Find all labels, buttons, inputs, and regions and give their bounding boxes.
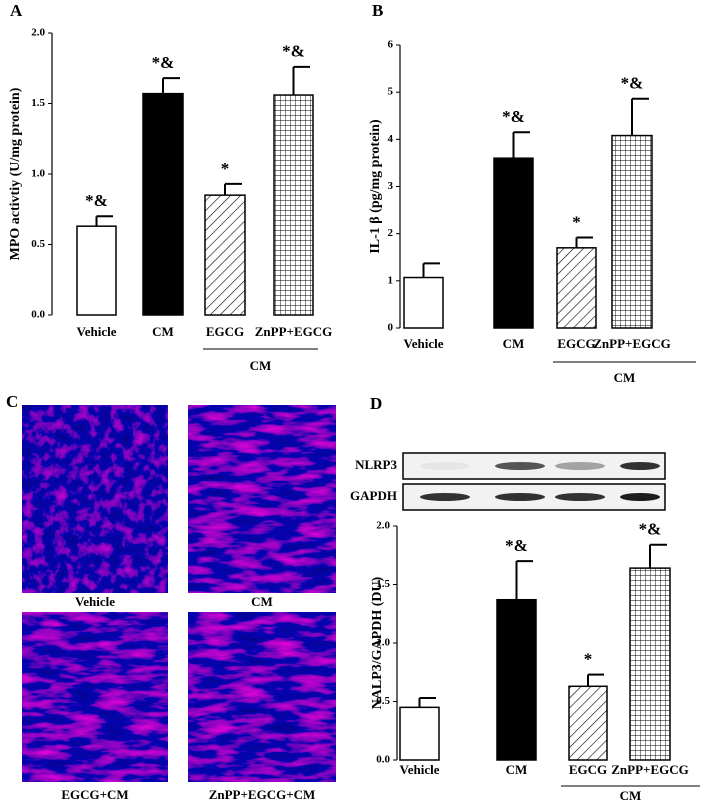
blot-band <box>620 493 660 501</box>
blot-band <box>555 462 605 470</box>
y-tick-label: 0.5 <box>376 695 390 707</box>
x-tick-label: CM <box>503 336 525 351</box>
y-tick-label: 1 <box>388 274 394 286</box>
y-axis-label: NALP3/GAPDH (DU) <box>370 576 385 709</box>
bar <box>399 706 440 761</box>
y-tick-label: 3 <box>388 180 394 192</box>
group-label: CM <box>614 370 636 385</box>
annotation: *& <box>505 536 528 555</box>
blot-band <box>420 493 470 501</box>
bar <box>568 685 608 761</box>
panel-label: C <box>6 392 18 411</box>
blot-label: NLRP3 <box>355 457 397 472</box>
y-tick-label: 1.5 <box>376 578 390 590</box>
annotation: *& <box>621 74 644 93</box>
blot-band <box>495 462 545 470</box>
micrograph-texture <box>188 612 336 782</box>
image-caption: ZnPP+EGCG+CM <box>209 787 316 802</box>
blot-band <box>420 462 470 470</box>
x-tick-label: Vehicle <box>404 336 444 351</box>
y-tick-label: 2 <box>388 227 394 239</box>
bar <box>76 225 117 316</box>
y-tick-label: 2.0 <box>376 520 390 532</box>
y-axis-label: MPO activtiy (U/mg protein) <box>8 87 23 260</box>
y-tick-label: 1.0 <box>31 168 45 180</box>
group-label: CM <box>620 788 642 803</box>
y-tick-label: 0.0 <box>31 309 45 321</box>
panel-label: D <box>370 394 382 413</box>
y-tick-label: 6 <box>388 39 394 51</box>
annotation: *& <box>282 42 305 61</box>
annotation: *& <box>85 191 108 210</box>
annotation: * <box>221 159 230 178</box>
image-caption: EGCG+CM <box>61 787 128 802</box>
annotation: * <box>572 212 581 231</box>
bar <box>403 276 444 329</box>
bar <box>493 157 534 329</box>
annotation: *& <box>639 520 662 539</box>
bar <box>142 92 184 316</box>
y-tick-label: 4 <box>388 133 394 145</box>
blot-band <box>620 462 660 470</box>
x-tick-label: EGCG <box>206 324 244 339</box>
x-tick-label: Vehicle <box>400 762 440 777</box>
x-tick-label: Vehicle <box>77 324 117 339</box>
image-caption: CM <box>251 594 273 609</box>
x-tick-label: CM <box>152 324 174 339</box>
micrograph-texture <box>22 405 168 593</box>
y-tick-label: 0.0 <box>376 754 390 766</box>
bar <box>611 134 653 329</box>
annotation: *& <box>502 107 525 126</box>
panel-label: A <box>10 1 23 20</box>
x-tick-label: ZnPP+EGCG <box>255 324 332 339</box>
bar <box>273 94 314 316</box>
y-tick-label: 5 <box>388 86 394 98</box>
annotation: * <box>584 649 593 668</box>
y-tick-label: 2.0 <box>31 27 45 39</box>
x-tick-label: EGCG <box>569 762 607 777</box>
bar <box>204 194 246 316</box>
bar <box>496 598 537 761</box>
x-tick-label: ZnPP+EGCG <box>611 762 688 777</box>
blot-label: GAPDH <box>350 488 397 503</box>
panel-label: B <box>372 1 383 20</box>
image-caption: Vehicle <box>75 594 115 609</box>
x-tick-label: ZnPP+EGCG <box>593 336 670 351</box>
bar <box>556 247 597 329</box>
blot-band <box>495 493 545 501</box>
bar <box>629 567 671 761</box>
group-label: CM <box>250 358 272 373</box>
y-axis-label: IL-1 β (pg/mg protein) <box>368 119 383 254</box>
y-tick-label: 1.0 <box>376 637 390 649</box>
x-tick-label: CM <box>506 762 528 777</box>
y-tick-label: 0.5 <box>31 238 45 250</box>
micrograph-texture <box>22 612 168 782</box>
y-tick-label: 0 <box>388 322 394 334</box>
y-tick-label: 1.5 <box>31 97 45 109</box>
micrograph-texture <box>188 405 336 593</box>
annotation: *& <box>152 53 175 72</box>
x-tick-label: EGCG <box>557 336 595 351</box>
blot-band <box>555 493 605 501</box>
